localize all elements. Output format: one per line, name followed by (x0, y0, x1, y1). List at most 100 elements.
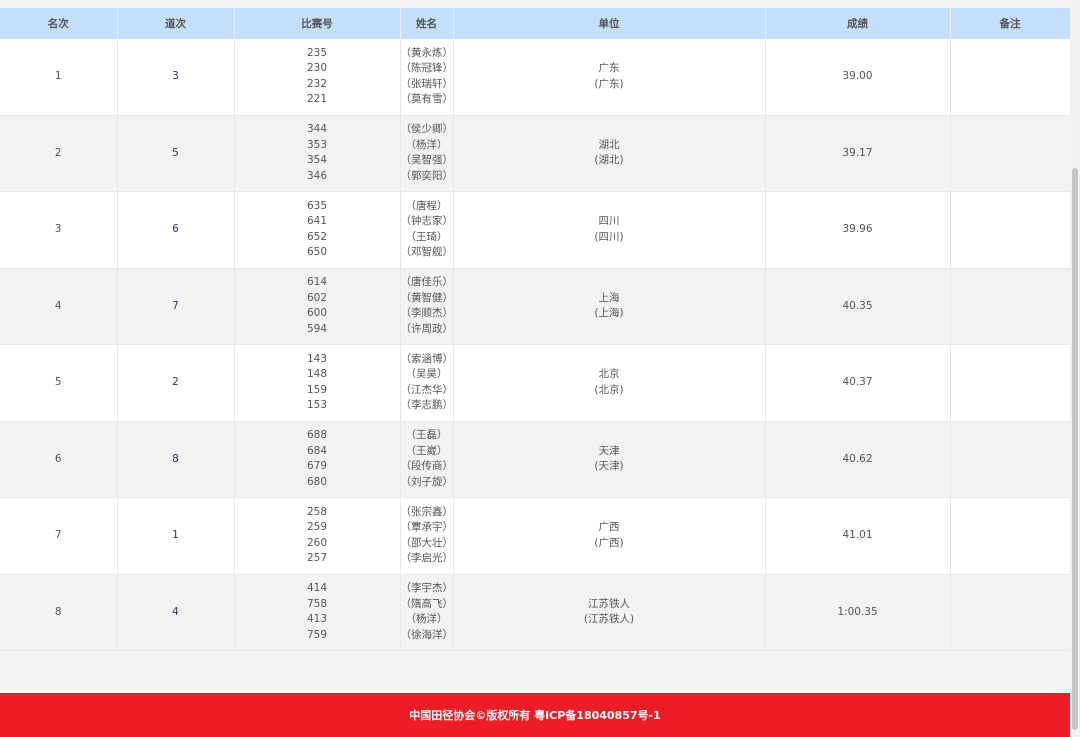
result: 1:00.35 (837, 605, 878, 618)
result-cell: 39.00 (765, 39, 951, 116)
lane-cell: 6 (117, 191, 235, 269)
result: 39.17 (842, 146, 873, 159)
unit: 四川 (598, 215, 620, 228)
results-table: 名次 道次 比赛号 姓名 单位 成绩 备注 1 3 235 230 232 221 （黄永炼… (0, 8, 1071, 651)
unit: 江苏铁人 (588, 597, 630, 610)
athlete-name: （邓智舰） (400, 246, 454, 259)
bib-number: 414 (306, 582, 328, 595)
lane-cell: 8 (117, 421, 235, 498)
unit-cell: 天津 (天津) (453, 421, 766, 498)
athlete-name: （黄永炼） (400, 46, 454, 59)
bib-number: 143 (306, 352, 328, 365)
lane-cell: 3 (117, 39, 235, 116)
table-row: 8 4 414 758 413 759 （李宇杰） （隋高飞） （杨洋） （徐海洋） 江苏铁人 (江苏… (0, 574, 1071, 651)
name-cell: （李宇杰） （隋高飞） （杨洋） （徐海洋） (400, 574, 454, 651)
athlete-name: （侯少卿） (400, 123, 454, 136)
rank: 8 (54, 605, 62, 618)
athlete-name: （李顺杰） (400, 307, 454, 320)
result-cell: 40.37 (765, 344, 951, 422)
athlete-name: （隋高飞） (400, 597, 454, 610)
bib-number: 679 (306, 460, 328, 473)
rank-cell: 3 (0, 191, 118, 269)
athlete-name: （刘子旋） (400, 475, 454, 488)
athlete-name: （张瑞轩） (400, 77, 454, 90)
name-cell: （黄永炼） （陈冠锋） （张瑞轩） （莫有雪） (400, 39, 454, 116)
lane: 1 (172, 529, 179, 541)
unit-cell: 广西 (广西) (453, 497, 766, 575)
header-unit: 单位 (453, 8, 766, 39)
rank: 1 (54, 70, 62, 82)
unit-sub: (江苏铁人) (583, 613, 635, 626)
lane: 8 (172, 452, 179, 465)
lane: 3 (172, 70, 179, 82)
name-cell: （唐佳乐） （黄智健） （李顺杰） （许周政） (400, 268, 454, 345)
athlete-name: （段传商） (400, 460, 454, 473)
table-row: 2 5 344 353 354 346 （侯少卿） （杨洋） （吴智强） （郭奕阳） 湖北 (湖北) 3… (0, 115, 1071, 192)
lane: 6 (172, 223, 179, 235)
athlete-name: （莫有雪） (400, 93, 454, 106)
bib-cell: 344 353 354 346 (234, 115, 401, 192)
lane: 5 (172, 146, 179, 159)
bib-number: 759 (306, 628, 328, 641)
rank-cell: 4 (0, 268, 118, 345)
note-cell (950, 268, 1071, 345)
bib-number: 758 (306, 597, 328, 610)
athlete-name: （唐佳乐） (400, 276, 454, 289)
table-header-row: 名次 道次 比赛号 姓名 单位 成绩 备注 (0, 8, 1071, 39)
athlete-name: （唐程） (405, 199, 448, 212)
unit-cell: 江苏铁人 (江苏铁人) (453, 574, 766, 651)
note-cell (950, 497, 1071, 575)
scrollbar-thumb[interactable] (1072, 168, 1078, 730)
athlete-name: （李志鹏） (400, 399, 454, 412)
unit-cell: 广东 (广东) (453, 39, 766, 116)
result: 39.96 (842, 223, 873, 235)
athlete-name: （邵大壮） (400, 536, 454, 549)
name-cell: （唐程） （钟志家） （王琦） （邓智舰） (400, 191, 454, 269)
bib-number: 614 (306, 276, 328, 289)
rank-cell: 8 (0, 574, 118, 651)
bib-number: 688 (306, 429, 328, 442)
bib-number: 259 (306, 521, 328, 534)
bib-number: 257 (306, 552, 328, 565)
name-cell: （侯少卿） （杨洋） （吴智强） （郭奕阳） (400, 115, 454, 192)
note-cell (950, 191, 1071, 269)
bib-number: 159 (306, 383, 328, 396)
footer-copyright: 中国田径协会©版权所有 粤ICP备18040857号-1 (409, 709, 661, 722)
result-cell: 40.35 (765, 268, 951, 345)
unit: 天津 (598, 444, 620, 457)
lane-cell: 1 (117, 497, 235, 575)
athlete-name: （许周政） (400, 322, 454, 335)
scrollbar[interactable] (1070, 0, 1080, 737)
bib-cell: 414 758 413 759 (234, 574, 401, 651)
athlete-name: （徐海洋） (400, 628, 454, 641)
bib-number: 235 (306, 46, 328, 59)
athlete-name: （杨洋） (405, 138, 448, 151)
athlete-name: （王磊） (405, 429, 448, 442)
results-table-container: 名次 道次 比赛号 姓名 单位 成绩 备注 1 3 235 230 232 221 （黄永炼… (0, 8, 1071, 651)
athlete-name: （江杰华） (400, 383, 454, 396)
athlete-name: （李启光） (400, 552, 454, 565)
athlete-name: （吴智强） (400, 154, 454, 167)
rank: 6 (54, 452, 62, 465)
bib-number: 258 (306, 505, 328, 518)
bib-cell: 614 602 600 594 (234, 268, 401, 345)
rank-cell: 2 (0, 115, 118, 192)
unit-sub: (广西) (594, 536, 624, 549)
lane-cell: 7 (117, 268, 235, 345)
bib-number: 353 (306, 138, 328, 151)
unit: 湖北 (598, 138, 620, 151)
rank-cell: 1 (0, 39, 118, 116)
unit: 北京 (598, 368, 620, 381)
lane-cell: 4 (117, 574, 235, 651)
note-cell (950, 39, 1071, 116)
header-rank: 名次 (0, 8, 118, 39)
lane: 7 (172, 299, 179, 312)
result: 40.35 (842, 299, 873, 312)
bib-number: 232 (306, 77, 328, 90)
header-result: 成绩 (765, 8, 951, 39)
table-row: 7 1 258 259 260 257 （张宗鑫） （覃承宇） （邵大壮） （李启光） 广西 (广西)… (0, 497, 1071, 575)
athlete-name: （覃承宇） (400, 521, 454, 534)
result-cell: 39.17 (765, 115, 951, 192)
unit-sub: (北京) (594, 383, 624, 396)
name-cell: （张宗鑫） （覃承宇） （邵大壮） （李启光） (400, 497, 454, 575)
